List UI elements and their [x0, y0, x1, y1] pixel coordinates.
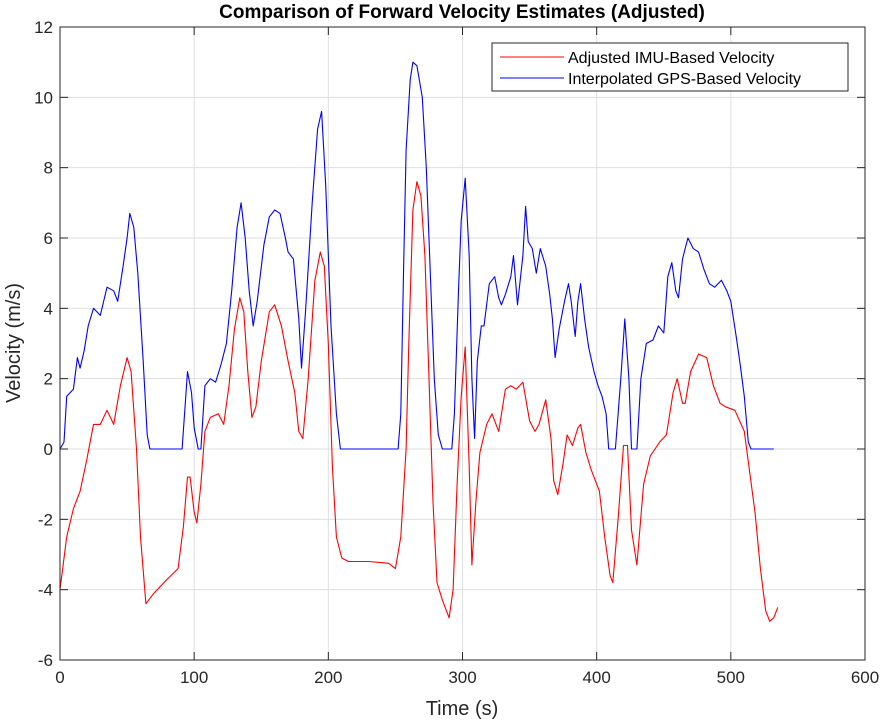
y-tick-label: 6: [44, 229, 53, 248]
x-axis-label: Time (s): [426, 698, 499, 720]
x-tick-label: 100: [180, 668, 208, 687]
y-tick-label: -2: [38, 510, 53, 529]
y-tick-label: -6: [38, 651, 53, 670]
series-lines: [59, 61, 779, 622]
x-tick-label: 400: [582, 668, 610, 687]
grid: [59, 26, 866, 661]
x-tick-label: 300: [448, 668, 476, 687]
x-tick-label: 0: [55, 668, 64, 687]
legend-box: [491, 42, 849, 92]
x-tick-label: 500: [717, 668, 745, 687]
ticks: [59, 26, 866, 661]
y-tick-labels: -6 -4 -2 0 2 4 6 8 10 12: [34, 18, 53, 670]
y-tick-label: 4: [44, 299, 53, 318]
y-tick-label: 2: [44, 370, 53, 389]
series-line-imu: [59, 181, 779, 622]
series-line-gps: [59, 61, 774, 450]
y-tick-label: -4: [38, 581, 53, 600]
legend-label-imu: Adjusted IMU-Based Velocity: [568, 50, 774, 67]
legend-label-gps: Interpolated GPS-Based Velocity: [568, 71, 801, 88]
x-tick-labels: 0 100 200 300 400 500 600: [55, 668, 879, 687]
y-tick-label: 0: [44, 440, 53, 459]
x-tick-label: 600: [851, 668, 879, 687]
y-tick-label: 10: [34, 88, 53, 107]
y-tick-label: 8: [44, 159, 53, 178]
legend[interactable]: Adjusted IMU-Based Velocity Interpolated…: [491, 42, 849, 92]
x-tick-label: 200: [314, 668, 342, 687]
y-axis-label: Velocity (m/s): [3, 283, 25, 403]
chart-title: Comparison of Forward Velocity Estimates…: [219, 2, 705, 23]
y-tick-label: 12: [34, 18, 53, 37]
